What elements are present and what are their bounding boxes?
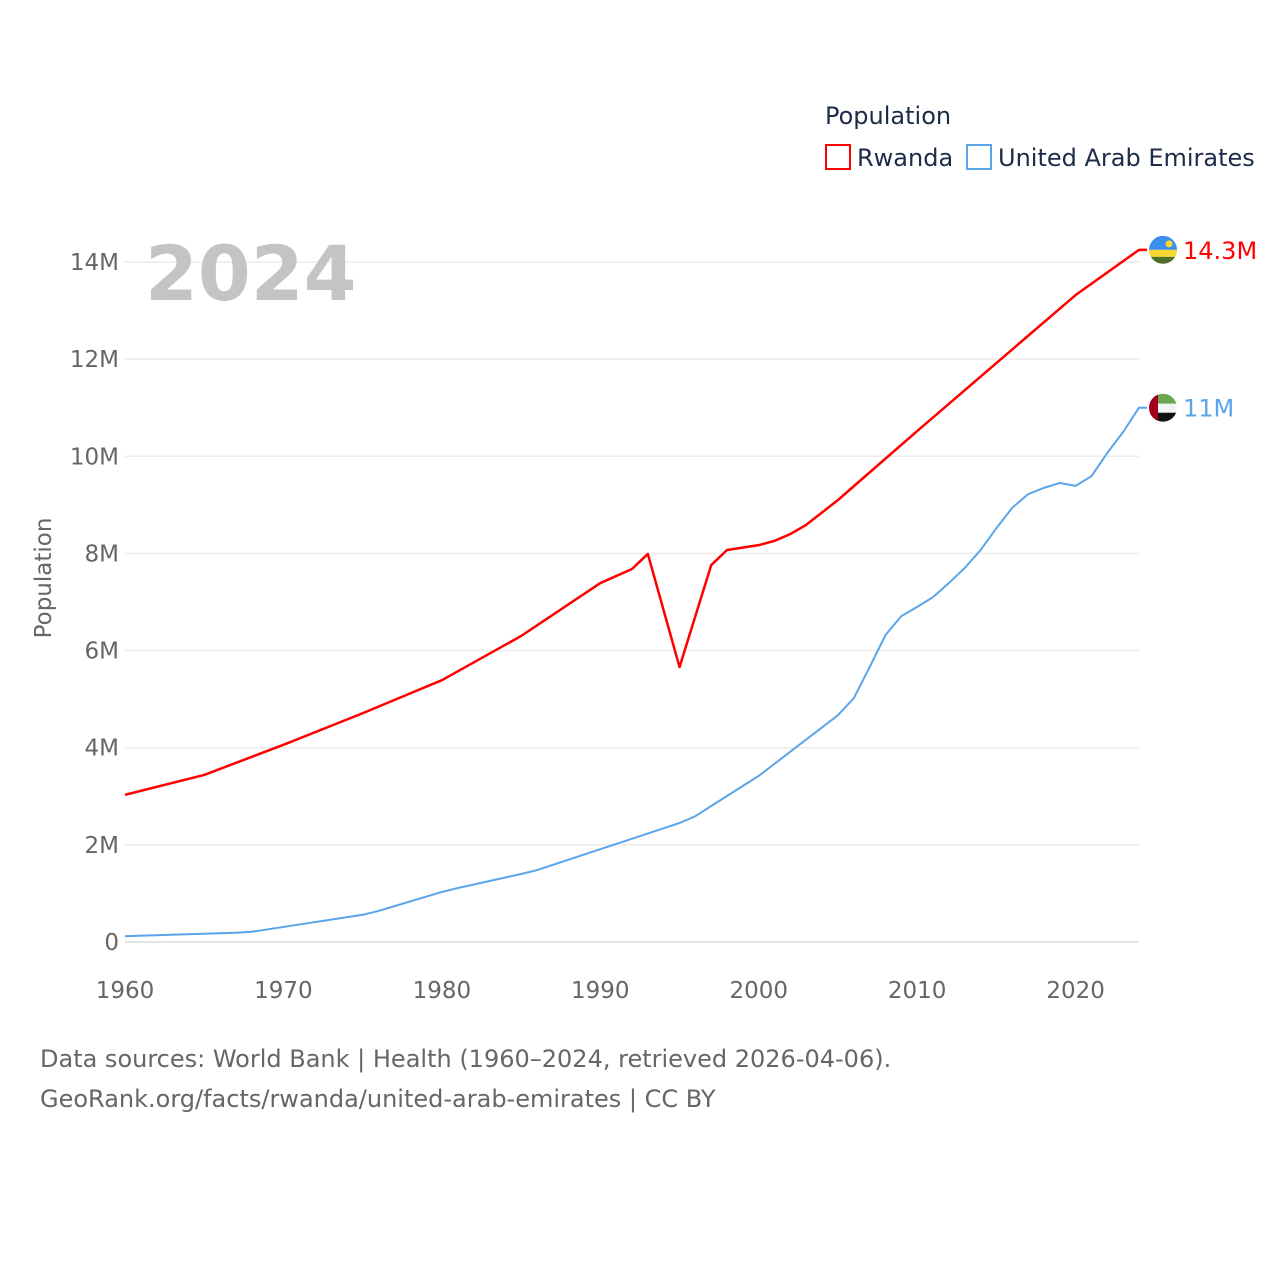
x-tick-label: 1970 (254, 978, 313, 1004)
x-tick-label: 2010 (888, 978, 947, 1004)
end-value-label: 11M (1183, 395, 1234, 423)
flag-stripe (1149, 256, 1177, 264)
x-tick-label: 2000 (729, 978, 788, 1004)
y-tick-label: 10M (70, 444, 119, 470)
x-tick-label: 2020 (1046, 978, 1105, 1004)
y-tick-label: 2M (85, 833, 119, 859)
x-tick-label: 1980 (413, 978, 472, 1004)
y-tick-label: 4M (85, 736, 119, 762)
flag-stripe (1149, 412, 1177, 422)
x-tick-label: 1990 (571, 978, 630, 1004)
flag (1149, 393, 1177, 422)
footer-link[interactable]: GeoRank.org/facts/rwanda/united-arab-emi… (40, 1085, 716, 1113)
flag-stripe (1149, 249, 1177, 257)
y-axis-label: Population (31, 518, 57, 639)
y-tick-label: 6M (85, 639, 119, 665)
footer-sources: Data sources: World Bank | Health (1960–… (40, 1045, 892, 1073)
flag-sun (1165, 240, 1173, 248)
legend-label: Rwanda (857, 144, 953, 172)
year-watermark: 2024 (145, 229, 357, 318)
flag-stripe (1149, 235, 1177, 250)
flag-stripe (1149, 403, 1177, 413)
rwanda-flag-icon (1149, 235, 1177, 264)
series-line-rwanda (124, 248, 1147, 797)
flag (1149, 235, 1177, 264)
y-tick-label: 14M (70, 250, 119, 276)
flag-stripe (1149, 393, 1158, 422)
x-tick-label: 1960 (96, 978, 155, 1004)
flag-stripe (1149, 393, 1177, 404)
legend-swatch (825, 144, 851, 170)
y-tick-label: 8M (85, 541, 119, 567)
legend-label: United Arab Emirates (998, 144, 1255, 172)
uae-flag-icon (1149, 393, 1177, 422)
y-tick-label: 0 (104, 930, 119, 956)
legend-swatch (966, 144, 992, 170)
end-value-label: 14.3M (1183, 237, 1257, 265)
y-tick-label: 12M (70, 347, 119, 373)
series-line-uae (124, 406, 1147, 938)
legend-title: Population (825, 102, 951, 130)
